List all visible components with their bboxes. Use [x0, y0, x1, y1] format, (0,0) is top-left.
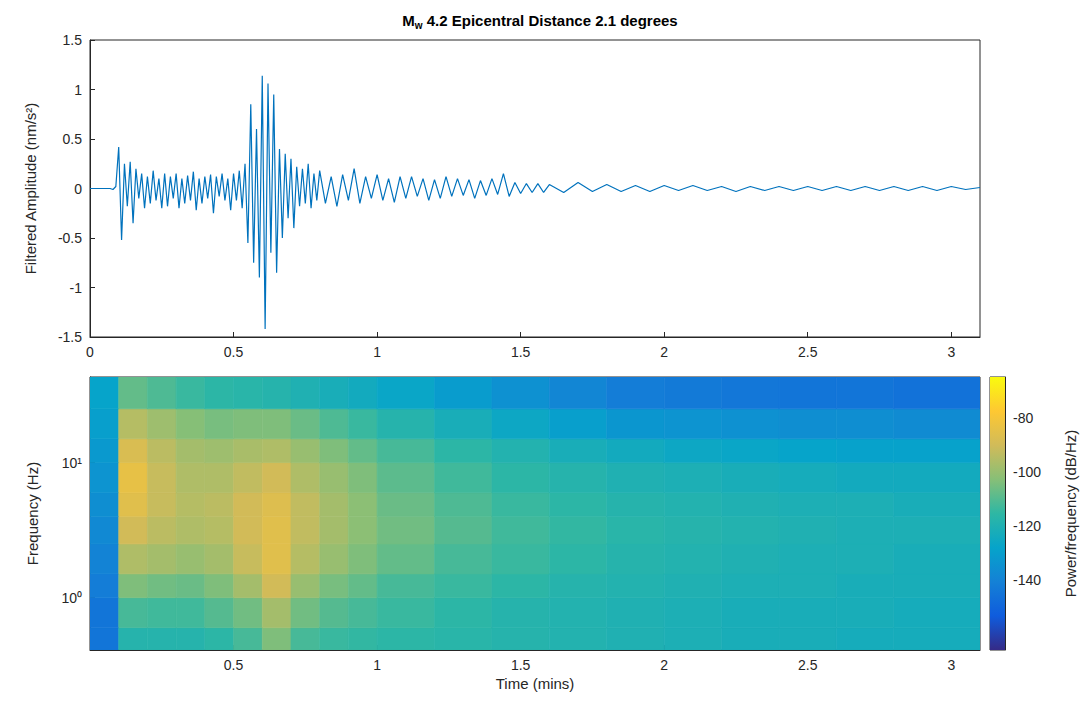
- svg-text:Power/frequency (dB/Hz): Power/frequency (dB/Hz): [1062, 430, 1079, 598]
- svg-text:-1.5: -1.5: [58, 329, 82, 345]
- svg-text:-120: -120: [1013, 518, 1041, 534]
- svg-text:10⁰: 10⁰: [61, 590, 82, 606]
- svg-text:1: 1: [373, 657, 381, 673]
- svg-text:-80: -80: [1013, 410, 1033, 426]
- svg-text:2.5: 2.5: [798, 657, 818, 673]
- svg-text:4.2 Epicentral Distance 2.1 de: 4.2 Epicentral Distance 2.1 degrees: [423, 12, 678, 29]
- svg-text:Filtered Amplitude (nm/s²): Filtered Amplitude (nm/s²): [22, 103, 39, 275]
- svg-text:3: 3: [947, 657, 955, 673]
- svg-text:-100: -100: [1013, 464, 1041, 480]
- svg-text:Frequency (Hz): Frequency (Hz): [24, 462, 41, 565]
- svg-text:-1: -1: [70, 280, 83, 296]
- svg-text:1: 1: [74, 82, 82, 98]
- svg-text:0: 0: [74, 181, 82, 197]
- svg-text:0.5: 0.5: [224, 344, 244, 360]
- svg-text:0: 0: [86, 344, 94, 360]
- svg-text:2: 2: [660, 344, 668, 360]
- svg-text:-140: -140: [1013, 572, 1041, 588]
- svg-text:w: w: [414, 20, 423, 31]
- svg-text:2: 2: [660, 657, 668, 673]
- svg-text:2.5: 2.5: [798, 344, 818, 360]
- svg-text:1.5: 1.5: [511, 657, 531, 673]
- svg-text:0.5: 0.5: [63, 131, 83, 147]
- svg-text:10¹: 10¹: [62, 455, 83, 471]
- svg-text:3: 3: [947, 344, 955, 360]
- svg-text:1.5: 1.5: [63, 32, 83, 48]
- svg-text:0.5: 0.5: [224, 657, 244, 673]
- svg-text:M: M: [402, 12, 415, 29]
- svg-text:-0.5: -0.5: [58, 230, 82, 246]
- svg-text:1: 1: [373, 344, 381, 360]
- svg-text:Time (mins): Time (mins): [496, 675, 575, 692]
- svg-text:1.5: 1.5: [511, 344, 531, 360]
